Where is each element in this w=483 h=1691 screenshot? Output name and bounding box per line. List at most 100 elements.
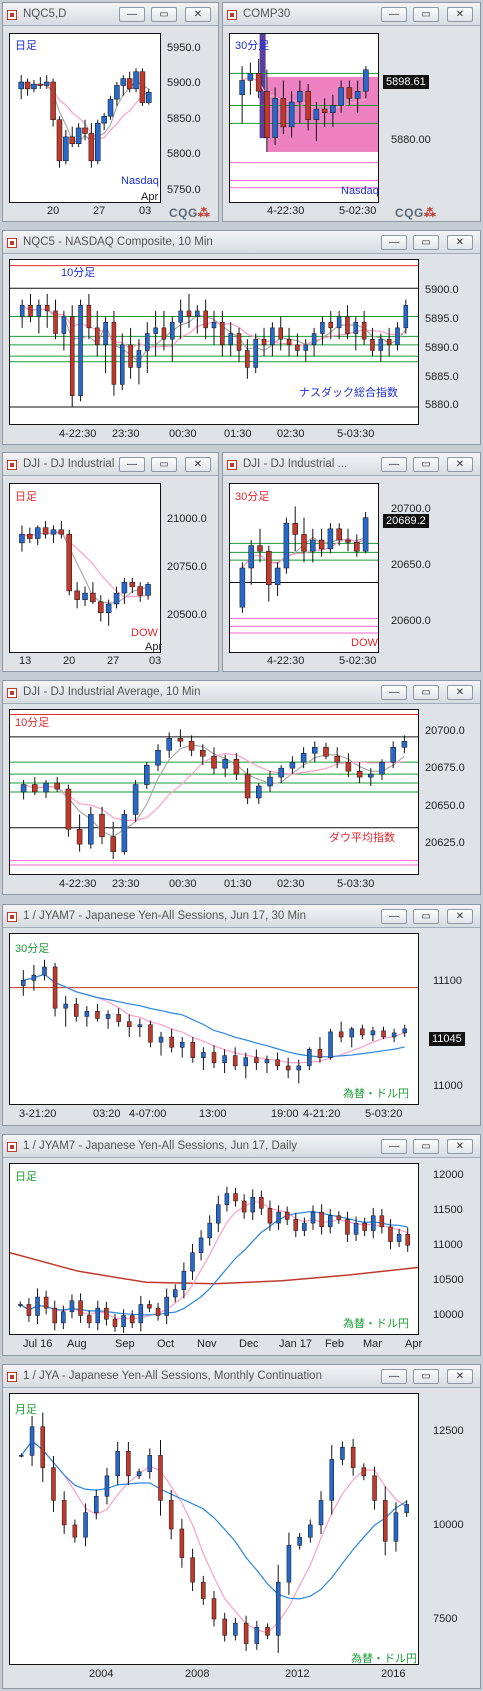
candle-body — [360, 1028, 365, 1036]
chart-window-icon — [7, 912, 17, 922]
candle-body — [104, 1475, 110, 1497]
chart-plot[interactable] — [9, 483, 161, 653]
candle-body — [104, 1307, 109, 1320]
minimize-button[interactable]: — — [381, 1139, 407, 1154]
candle-body — [248, 545, 254, 569]
title-bar[interactable]: DJI - DJ Industrial ... — ▭ ✕ — [223, 453, 480, 476]
candle-body — [243, 1057, 249, 1067]
candle-body — [368, 773, 374, 778]
candle-body — [301, 534, 307, 552]
maximize-button[interactable]: ▭ — [413, 457, 439, 472]
minimize-button[interactable]: — — [119, 457, 145, 472]
candle-body — [178, 310, 183, 323]
y-tick: 5950.0 — [167, 42, 201, 54]
candle-body — [126, 78, 133, 90]
chart-plot[interactable] — [229, 483, 379, 653]
candle-body — [84, 1011, 90, 1017]
y-tick: 5800.0 — [167, 148, 201, 160]
range-bar — [259, 34, 266, 139]
chart-window-icon — [227, 460, 237, 470]
chart-plot[interactable] — [9, 1393, 419, 1665]
candle-body — [361, 321, 367, 340]
x-tick: Oct — [157, 1338, 175, 1350]
title-bar[interactable]: NQC5,D — ▭ ✕ — [3, 3, 218, 26]
close-button[interactable]: ✕ — [447, 1369, 473, 1384]
candle-body — [115, 1451, 120, 1477]
chart-plot[interactable] — [9, 1163, 419, 1335]
chart-plot[interactable] — [9, 933, 419, 1105]
candle-body — [121, 581, 128, 594]
candle-body — [186, 310, 192, 317]
long-ma-line — [10, 1251, 418, 1285]
title-bar[interactable]: 1 / JYAM7 - Japanese Yen-All Sessions, J… — [3, 905, 480, 928]
minimize-button[interactable]: — — [381, 235, 407, 250]
last-price-box: 5898.61 — [383, 75, 429, 89]
minimize-button[interactable]: — — [381, 1369, 407, 1384]
candle-body — [40, 1426, 46, 1468]
title-bar[interactable]: DJI - DJ Industrial ... — ▭ ✕ — [3, 453, 218, 476]
candle-body — [286, 1545, 292, 1583]
chart-plot[interactable] — [9, 33, 161, 203]
y-tick: 20500.0 — [167, 609, 207, 621]
candle-body — [181, 1270, 187, 1290]
candle-body — [338, 87, 344, 106]
candle-body — [232, 1055, 238, 1067]
candle-body — [78, 1300, 83, 1316]
chart-plot[interactable] — [9, 259, 419, 425]
close-button[interactable]: ✕ — [447, 7, 473, 22]
window-title: 1 / JYA - Japanese Yen-All Sessions, Mon… — [23, 1370, 322, 1382]
title-bar[interactable]: 1 / JYA - Japanese Yen-All Sessions, Mon… — [3, 1365, 480, 1388]
x-tick: 13 — [19, 655, 32, 667]
candle-body — [293, 1219, 299, 1231]
chart-plot[interactable] — [229, 33, 379, 203]
close-button[interactable]: ✕ — [185, 7, 211, 22]
candle-body — [168, 1500, 174, 1530]
candle-body — [86, 1315, 92, 1324]
maximize-button[interactable]: ▭ — [151, 7, 177, 22]
candle-body — [63, 1003, 68, 1009]
minimize-button[interactable]: — — [381, 685, 407, 700]
cqg-logo: CQG⁂ — [395, 206, 437, 220]
maximize-button[interactable]: ▭ — [413, 685, 439, 700]
close-button[interactable]: ✕ — [447, 457, 473, 472]
close-button[interactable]: ✕ — [447, 909, 473, 924]
candle-body — [302, 1222, 307, 1231]
maximize-button[interactable]: ▭ — [413, 7, 439, 22]
title-bar[interactable]: NQC5 - NASDAQ Composite, 10 Min — ▭ ✕ — [3, 231, 480, 254]
candle-body — [211, 1598, 217, 1620]
candle-body — [166, 738, 172, 751]
close-button[interactable]: ✕ — [185, 457, 211, 472]
candle-body — [388, 1226, 393, 1242]
maximize-button[interactable]: ▭ — [151, 457, 177, 472]
title-bar[interactable]: 1 / JYAM7 - Japanese Yen-All Sessions, J… — [3, 1135, 480, 1158]
y-axis: 20700.0 20675.0 20650.0 20625.0 — [425, 709, 479, 875]
candle-body — [233, 1193, 238, 1202]
candle-body — [267, 776, 273, 787]
close-button[interactable]: ✕ — [447, 235, 473, 250]
minimize-button[interactable]: — — [119, 7, 145, 22]
candle-body — [216, 1204, 221, 1224]
x-tick: 27 — [93, 205, 106, 217]
maximize-button[interactable]: ▭ — [413, 909, 439, 924]
maximize-button[interactable]: ▭ — [413, 1369, 439, 1384]
candle-body — [19, 1455, 24, 1457]
candle-body — [169, 1036, 174, 1048]
chart-plot[interactable] — [9, 709, 419, 875]
minimize-button[interactable]: — — [381, 7, 407, 22]
x-tick: 00:30 — [169, 428, 197, 440]
moving-average-line — [241, 76, 367, 113]
minimize-button[interactable]: — — [381, 909, 407, 924]
y-tick: 21000.0 — [167, 513, 207, 525]
title-bar[interactable]: DJI - DJ Industrial Average, 10 Min — ▭ … — [3, 681, 480, 704]
candle-body — [113, 592, 120, 605]
y-tick: 11500 — [433, 1204, 463, 1216]
maximize-button[interactable]: ▭ — [413, 1139, 439, 1154]
candle-body — [308, 1524, 313, 1538]
candle-body — [153, 327, 158, 334]
title-bar[interactable]: COMP30 — ▭ ✕ — [223, 3, 480, 26]
close-button[interactable]: ✕ — [447, 1139, 473, 1154]
minimize-button[interactable]: — — [381, 457, 407, 472]
close-button[interactable]: ✕ — [447, 685, 473, 700]
candle-body — [34, 527, 41, 539]
maximize-button[interactable]: ▭ — [413, 235, 439, 250]
